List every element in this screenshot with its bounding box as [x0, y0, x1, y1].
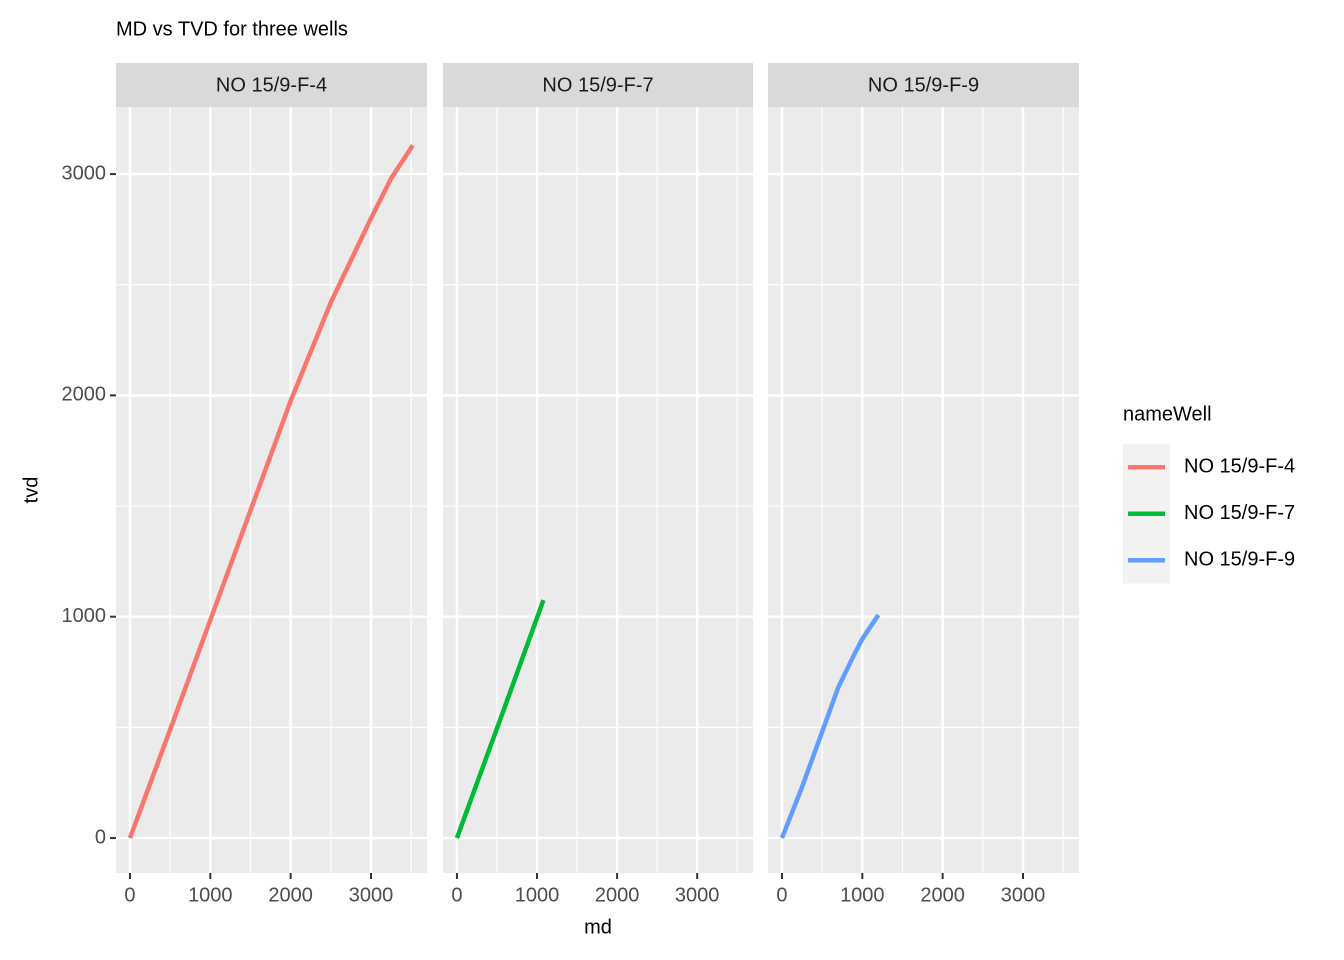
x-tick-label: 0	[124, 884, 135, 906]
chart-title: MD vs TVD for three wells	[116, 18, 348, 40]
x-tick-label: 2000	[595, 884, 640, 906]
facet-strip	[443, 63, 753, 107]
x-tick-label: 1000	[515, 884, 560, 906]
panel-background	[443, 107, 753, 873]
facet-label: NO 15/9-F-9	[868, 74, 979, 96]
facet-label: NO 15/9-F-4	[216, 74, 327, 96]
facet-label: NO 15/9-F-7	[542, 74, 653, 96]
y-tick-label: 2000	[62, 384, 107, 406]
y-tick-label: 3000	[62, 162, 107, 184]
line	[779, 613, 881, 839]
panel-background	[768, 107, 1079, 873]
legend-label: NO 15/9-F-4	[1184, 456, 1295, 478]
x-tick-label: 2000	[920, 884, 965, 906]
legend-label: NO 15/9-F-9	[1184, 549, 1295, 571]
x-tick-label: 1000	[840, 884, 885, 906]
x-tick-label: 3000	[1001, 884, 1046, 906]
x-tick-label: 3000	[349, 884, 394, 906]
x-axis-label: md	[584, 916, 612, 938]
legend-label: NO 15/9-F-7	[1184, 502, 1295, 524]
x-tick-label: 2000	[268, 884, 313, 906]
x-tick-label: 3000	[675, 884, 720, 906]
line	[454, 599, 546, 839]
x-tick-label: 0	[776, 884, 787, 906]
facet-strip	[768, 63, 1079, 107]
line	[127, 144, 415, 839]
y-tick-label: 0	[95, 826, 106, 848]
legend-title: nameWell	[1123, 403, 1212, 425]
panel-background	[116, 107, 427, 873]
y-tick-label: 1000	[62, 605, 107, 627]
x-tick-label: 0	[451, 884, 462, 906]
y-axis-label: tvd	[20, 477, 42, 504]
facet-strip	[116, 63, 427, 107]
x-tick-label: 1000	[188, 884, 233, 906]
